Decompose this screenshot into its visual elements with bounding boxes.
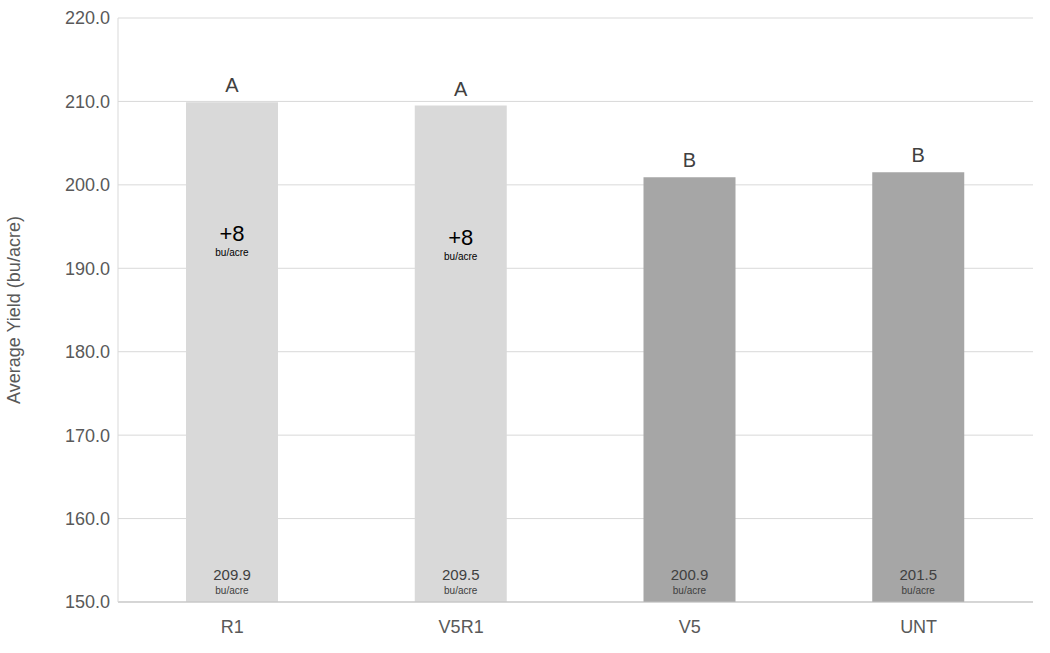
svg-text:B: B xyxy=(912,144,925,166)
svg-text:V5: V5 xyxy=(679,617,701,637)
svg-text:150.0: 150.0 xyxy=(65,592,110,612)
svg-text:Average Yield (bu/acre): Average Yield (bu/acre) xyxy=(8,216,24,404)
svg-text:bu/acre: bu/acre xyxy=(673,585,707,596)
svg-text:A: A xyxy=(225,74,239,96)
svg-text:210.0: 210.0 xyxy=(65,92,110,112)
svg-text:+8: +8 xyxy=(219,221,244,246)
svg-text:A: A xyxy=(454,78,468,100)
svg-text:200.9: 200.9 xyxy=(671,566,709,583)
svg-text:190.0: 190.0 xyxy=(65,259,110,279)
svg-text:bu/acre: bu/acre xyxy=(444,585,478,596)
svg-text:220.0: 220.0 xyxy=(65,8,110,28)
svg-text:201.5: 201.5 xyxy=(899,566,937,583)
svg-text:UNT: UNT xyxy=(900,617,937,637)
svg-text:180.0: 180.0 xyxy=(65,342,110,362)
svg-text:209.9: 209.9 xyxy=(213,566,251,583)
svg-text:V5R1: V5R1 xyxy=(439,617,484,637)
svg-text:+8: +8 xyxy=(448,225,473,250)
svg-text:200.0: 200.0 xyxy=(65,175,110,195)
svg-text:R1: R1 xyxy=(221,617,244,637)
svg-text:170.0: 170.0 xyxy=(65,426,110,446)
svg-text:209.5: 209.5 xyxy=(442,566,480,583)
svg-text:B: B xyxy=(683,149,696,171)
svg-text:bu/acre: bu/acre xyxy=(215,247,249,258)
svg-text:bu/acre: bu/acre xyxy=(902,585,936,596)
svg-text:bu/acre: bu/acre xyxy=(444,251,478,262)
svg-text:bu/acre: bu/acre xyxy=(215,585,249,596)
svg-text:160.0: 160.0 xyxy=(65,509,110,529)
